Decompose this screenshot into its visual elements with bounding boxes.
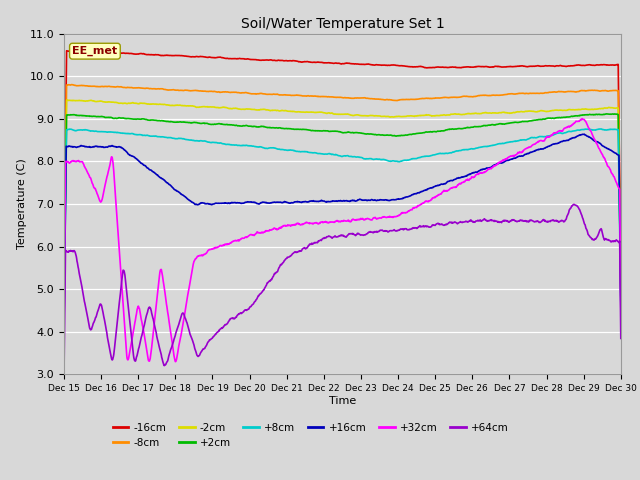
Text: EE_met: EE_met bbox=[72, 46, 118, 56]
Legend: -16cm, -8cm, -2cm, +2cm, +8cm, +16cm, +32cm, +64cm: -16cm, -8cm, -2cm, +2cm, +8cm, +16cm, +3… bbox=[109, 419, 513, 452]
X-axis label: Time: Time bbox=[329, 396, 356, 406]
Y-axis label: Temperature (C): Temperature (C) bbox=[17, 158, 27, 250]
Title: Soil/Water Temperature Set 1: Soil/Water Temperature Set 1 bbox=[241, 17, 444, 31]
